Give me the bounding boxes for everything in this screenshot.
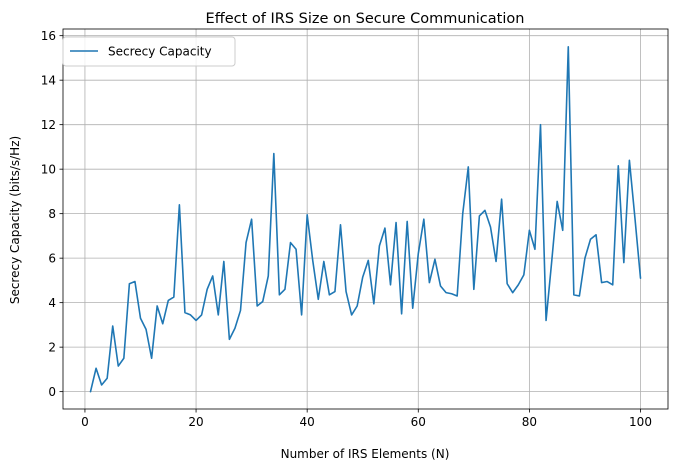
legend-label-secrecy-capacity: Secrecy Capacity	[108, 45, 212, 59]
y-axis-label: Secrecy Capacity (bits/s/Hz)	[8, 136, 22, 304]
y-tick-label: 2	[48, 340, 56, 354]
series-line-secrecy-capacity	[89, 45, 642, 393]
y-tick-label: 16	[41, 29, 56, 43]
x-tick-label: 0	[81, 415, 89, 429]
legend-box	[62, 36, 236, 67]
y-tick-label: 6	[48, 251, 56, 265]
x-tick-label: 80	[522, 415, 537, 429]
y-tick-label: 4	[48, 296, 56, 310]
legend: Secrecy Capacity	[62, 36, 236, 67]
x-axis-ticks: 0 20 40 60 80 100	[81, 409, 652, 429]
y-tick-label: 10	[41, 162, 56, 176]
chart-title: Effect of IRS Size on Secure Communicati…	[206, 11, 525, 27]
plot-frame	[62, 28, 669, 410]
x-tick-label: 40	[300, 415, 315, 429]
series-layer	[89, 45, 642, 393]
y-tick-label: 0	[48, 385, 56, 399]
x-tick-label: 60	[411, 415, 426, 429]
x-axis-label: Number of IRS Elements (N)	[281, 447, 450, 461]
y-tick-label: 12	[41, 118, 56, 132]
x-tick-label: 20	[188, 415, 203, 429]
y-tick-label: 14	[41, 73, 56, 87]
y-axis-ticks: 0 2 4 6 8 10 12 14 16	[41, 29, 63, 399]
y-tick-label: 8	[48, 207, 56, 221]
x-tick-label: 100	[629, 415, 652, 429]
